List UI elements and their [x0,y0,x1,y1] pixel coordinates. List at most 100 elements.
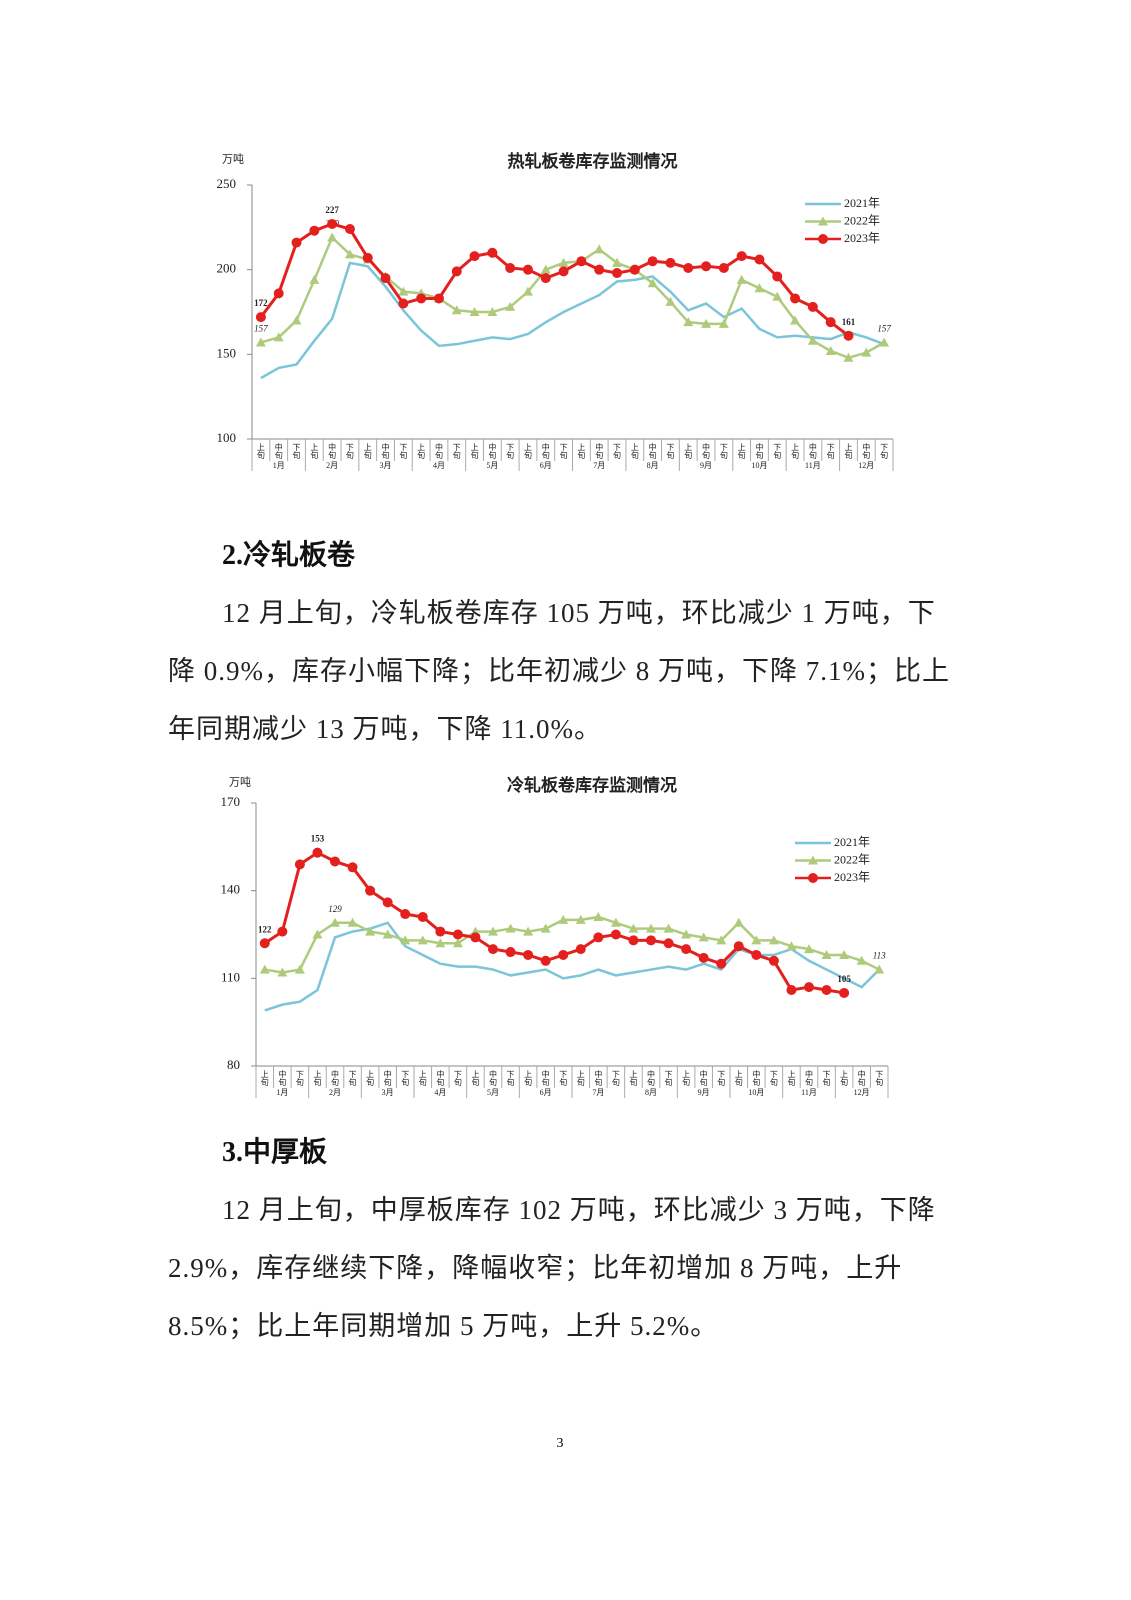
point-marker [683,262,694,273]
x-tick-label: 下旬 [717,1070,726,1087]
point-marker [786,941,797,951]
point-marker [754,254,765,265]
legend-label: 2021年 [834,835,870,849]
month-label: 8月 [645,1088,657,1097]
point-marker [330,856,340,867]
point-marker [718,318,729,328]
x-tick-label: 上旬 [418,1070,427,1087]
point-marker [665,257,676,268]
x-tick-label: 上旬 [313,1070,322,1087]
series-line [264,921,881,1012]
x-tick-label: 上旬 [417,443,426,460]
point-marker [277,967,288,977]
point-marker [487,307,498,316]
y-tick-label: 150 [217,345,237,360]
chart-title: 热轧板卷库存监测情况 [508,151,678,171]
point-marker [259,938,270,949]
x-tick-label: 中旬 [381,442,390,460]
point-marker [451,305,462,315]
series-line [263,850,845,995]
x-tick-label: 上旬 [684,443,693,460]
point-marker [398,286,409,296]
point-marker [469,251,480,262]
point-marker [470,932,481,943]
x-tick-label: 中旬 [755,442,764,460]
y-tick-label: 200 [217,261,237,276]
value-label: 227 [325,205,339,215]
x-tick-label: 中旬 [331,1069,340,1087]
series-line [259,222,850,337]
point-marker [629,264,640,275]
point-marker [505,947,516,958]
legend-label: 2022年 [844,213,880,227]
point-marker [365,926,376,936]
x-tick-label: 下旬 [822,1070,831,1087]
x-tick-label: 中旬 [434,442,443,460]
point-marker [344,249,355,259]
y-axis-unit: 万吨 [229,776,251,789]
x-tick-label: 上旬 [840,1070,849,1087]
point-marker [610,917,621,927]
y-axis-unit: 万吨 [222,153,244,166]
x-tick-label: 中旬 [489,1069,498,1087]
x-tick-label: 中旬 [857,1069,866,1087]
point-marker [843,330,854,341]
point-marker [804,944,814,954]
x-tick-label: 下旬 [613,443,622,460]
point-marker [294,964,305,974]
point-marker [772,271,783,282]
point-marker [540,923,551,933]
point-marker [309,225,320,236]
point-marker [291,237,302,248]
point-marker [874,964,885,974]
point-marker [398,298,409,309]
point-marker [540,955,551,966]
legend-label: 2021年 [844,196,880,210]
x-tick-label: 下旬 [401,1070,410,1087]
month-label: 12月 [858,461,874,470]
x-tick-label: 下旬 [345,443,354,460]
point-marker [736,274,747,284]
point-marker [523,926,534,936]
x-tick-label: 中旬 [752,1069,761,1087]
point-marker [312,847,323,858]
x-tick-label: 下旬 [399,443,408,460]
point-marker [433,293,444,304]
point-marker [786,985,797,996]
point-marker [344,224,355,235]
point-marker [382,897,393,908]
x-tick-label: 中旬 [862,442,871,460]
month-label: 2月 [326,461,338,470]
point-marker [576,256,587,267]
point-marker [558,266,569,277]
point-marker [417,911,428,922]
point-marker [646,923,656,933]
legend-marker [808,873,818,883]
point-marker [575,914,586,924]
month-label: 6月 [540,461,552,470]
point-marker [718,262,729,273]
value-label: 129 [328,904,342,914]
point-marker [382,929,393,939]
y-tick-label: 170 [221,794,241,809]
point-marker [663,938,674,949]
month-label: 12月 [854,1088,870,1097]
x-tick-label: 上旬 [787,1070,796,1087]
month-label: 3月 [382,1088,394,1097]
x-tick-label: 下旬 [559,1070,568,1087]
point-marker [365,885,376,896]
point-marker [255,337,266,347]
x-tick-label: 下旬 [348,1070,357,1087]
point-marker [347,917,358,927]
point-marker [665,296,676,306]
point-marker [540,264,551,274]
month-label: 4月 [433,461,445,470]
x-tick-label: 上旬 [470,443,479,460]
point-marker [768,955,779,966]
point-marker [856,955,867,965]
legend-label: 2022年 [834,852,870,866]
x-tick-label: 下旬 [453,1070,462,1087]
point-marker [825,317,836,328]
